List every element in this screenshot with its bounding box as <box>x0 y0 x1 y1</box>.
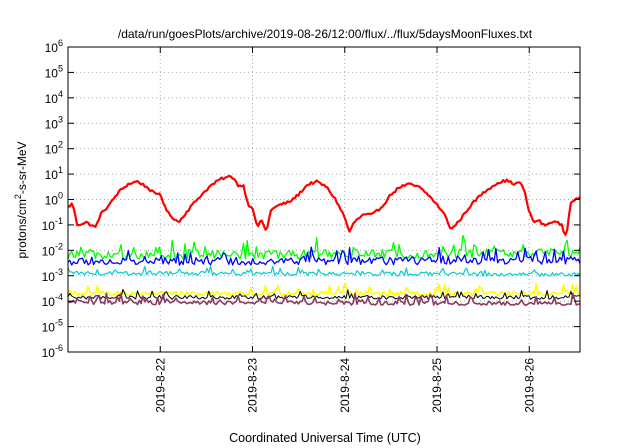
y-tick-label: 101 <box>45 165 63 182</box>
y-tick-label: 10-5 <box>42 318 63 335</box>
y-tick-label-base: 10 <box>45 66 59 80</box>
series-line-1 <box>67 174 581 236</box>
series-line-4 <box>67 265 581 277</box>
series-lines <box>67 174 581 307</box>
y-tick-label-exponent: 5 <box>58 63 63 73</box>
y-tick-label-base: 10 <box>42 295 56 309</box>
y-tick-label-base: 10 <box>45 117 59 131</box>
y-tick-label: 10-6 <box>42 343 63 360</box>
x-tick-label: 2019-8-22 <box>153 358 167 413</box>
y-tick-label-exponent: -1 <box>55 216 63 226</box>
series-line-5 <box>67 282 581 297</box>
y-tick-label: 105 <box>45 63 63 80</box>
y-tick-label-exponent: 0 <box>58 191 63 201</box>
y-axis-label-prefix: protons/cm <box>15 199 29 258</box>
y-tick-label-exponent: 4 <box>58 89 63 99</box>
y-tick-label-exponent: 6 <box>58 38 63 48</box>
y-tick-label-base: 10 <box>42 346 56 360</box>
y-tick-label: 106 <box>45 38 63 55</box>
y-tick-label-exponent: -2 <box>55 241 63 251</box>
y-axis-label-suffix: -s-sr-MeV <box>15 141 29 194</box>
y-tick-label: 10-1 <box>42 216 63 233</box>
y-tick-label-exponent: 3 <box>58 114 63 124</box>
y-tick-label: 102 <box>45 140 63 157</box>
x-tick-label: 2019-8-25 <box>430 358 444 413</box>
y-tick-label: 104 <box>45 89 63 106</box>
series-line-6 <box>67 288 580 300</box>
y-tick-label-base: 10 <box>42 244 56 258</box>
y-tick-label-exponent: -4 <box>55 292 63 302</box>
axes: 10-610-510-410-310-210-11001011021031041… <box>42 38 581 413</box>
y-tick-label-base: 10 <box>42 321 56 335</box>
y-tick-label-base: 10 <box>42 270 56 284</box>
y-tick-label-base: 10 <box>45 92 59 106</box>
series-line-3 <box>67 246 581 266</box>
y-axis-label: protons/cm2-s-sr-MeV <box>13 141 29 258</box>
y-tick-label: 10-4 <box>42 292 63 309</box>
y-tick-label-base: 10 <box>45 143 59 157</box>
x-tick-label: 2019-8-26 <box>522 358 536 413</box>
series-line-7 <box>67 292 581 307</box>
y-tick-label-base: 10 <box>45 41 59 55</box>
y-tick-label-base: 10 <box>45 168 59 182</box>
y-tick-label: 100 <box>45 191 63 208</box>
y-tick-label-exponent: 1 <box>58 165 63 175</box>
y-tick-label: 10-2 <box>42 241 63 258</box>
y-tick-label-exponent: -3 <box>55 267 63 277</box>
y-tick-label: 10-3 <box>42 267 63 284</box>
chart-title: /data/run/goesPlots/archive/2019-08-26/1… <box>118 27 533 41</box>
series-line-2 <box>67 234 581 261</box>
x-tick-label: 2019-8-23 <box>246 358 260 413</box>
y-tick-label-exponent: -6 <box>55 343 63 353</box>
y-tick-label-exponent: -5 <box>55 318 63 328</box>
y-tick-label-base: 10 <box>45 194 59 208</box>
x-axis-label: Coordinated Universal Time (UTC) <box>229 431 421 445</box>
y-axis-label-sup: 2 <box>13 194 23 199</box>
y-tick-label: 103 <box>45 114 63 131</box>
plot-frame <box>67 46 581 353</box>
y-tick-label-exponent: 2 <box>58 140 63 150</box>
y-tick-label-base: 10 <box>42 219 56 233</box>
x-tick-label: 2019-8-24 <box>338 358 352 413</box>
